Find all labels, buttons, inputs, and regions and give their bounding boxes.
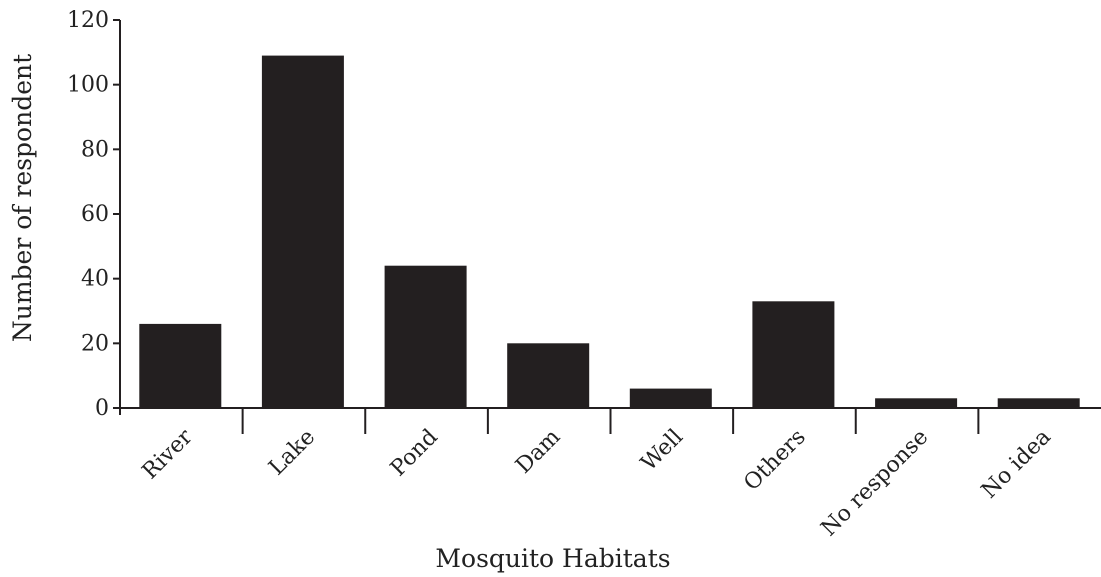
x-axis: River Lake Pond Dam Well Others No response No … <box>119 407 1101 542</box>
x-tick-label: River <box>138 424 198 484</box>
bar-river <box>139 323 222 408</box>
y-tick-label: 100 <box>67 73 109 98</box>
x-axis-label: Mosquito Habitats <box>435 544 670 573</box>
y-tick-label: 60 <box>81 202 109 227</box>
bar-lake <box>261 55 344 408</box>
bar-no-idea <box>997 398 1080 408</box>
x-tick-label: Dam <box>511 424 565 478</box>
y-axis-label: Number of respondent <box>8 54 37 342</box>
bar-well <box>629 388 712 408</box>
y-tick-label: 80 <box>81 137 109 162</box>
x-tick-label: Others <box>739 425 810 496</box>
x-tick-label: Well <box>636 425 688 477</box>
x-tick-label: No response <box>817 425 934 542</box>
x-tick-label: Lake <box>264 425 320 481</box>
y-axis: 0 20 40 60 80 100 120 <box>67 8 121 421</box>
y-tick-label: 0 <box>95 396 109 421</box>
y-tick-label: 40 <box>81 267 109 292</box>
bar-dam <box>507 343 590 408</box>
bar-others <box>752 301 835 408</box>
bar-pond <box>384 265 467 408</box>
x-tick-label: No idea <box>977 425 1056 504</box>
y-tick-label: 20 <box>81 331 109 356</box>
y-tick-label: 120 <box>67 8 109 33</box>
bars-group <box>139 55 1080 408</box>
bar-no-response <box>875 398 958 408</box>
x-tick-label: Pond <box>386 425 443 482</box>
